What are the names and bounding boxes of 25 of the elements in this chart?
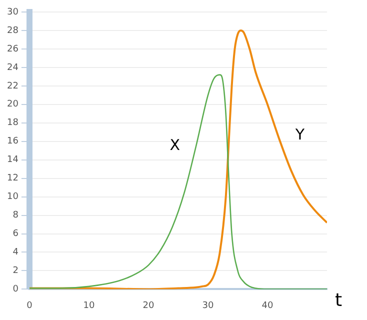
series-label: Y <box>294 125 306 144</box>
y-tick-label: 28 <box>7 26 19 36</box>
x-axis-title: t <box>335 290 342 311</box>
y-tick-label: 8 <box>12 210 19 221</box>
y-tick-label: 6 <box>12 229 19 240</box>
x-tick-label: 20 <box>142 300 154 311</box>
y-tick-label: 30 <box>7 7 19 18</box>
y-tick-label: 14 <box>7 155 19 166</box>
y-tick-label: 16 <box>7 136 19 147</box>
y-tick-label: 10 <box>7 192 19 202</box>
line-series <box>29 74 327 290</box>
y-tick-label: 12 <box>7 174 18 184</box>
y-tick-label: 0 <box>12 284 19 295</box>
x-tick-label: 0 <box>26 300 33 311</box>
y-tick-label: 2 <box>12 266 18 276</box>
x-tick-label: 40 <box>262 300 274 311</box>
y-tick-label: 26 <box>7 44 19 54</box>
y-tick-label: 24 <box>7 62 19 73</box>
x-tick-label: 10 <box>83 300 95 311</box>
series-label: X <box>170 136 180 154</box>
y-tick-label: 4 <box>12 248 19 258</box>
y-tick-label: 22 <box>7 81 18 92</box>
y-tick-label: 20 <box>7 100 19 110</box>
x-tick-label: 30 <box>202 300 214 311</box>
y-tick-label: 18 <box>7 118 19 128</box>
